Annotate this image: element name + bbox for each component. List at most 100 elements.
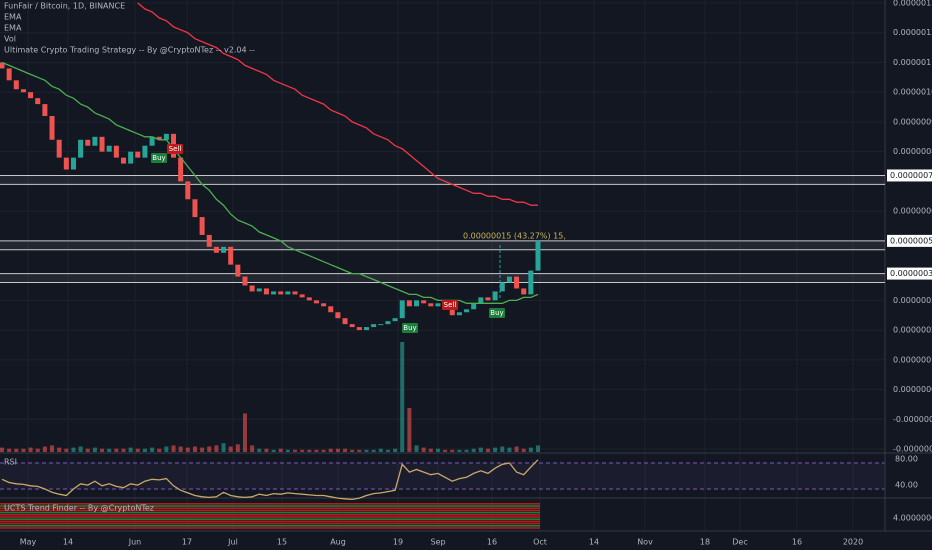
candle [163, 133, 169, 140]
signal-label: Sell [444, 301, 457, 309]
candle [99, 136, 105, 152]
candle [263, 288, 269, 295]
volume-bar [0, 447, 4, 452]
candle [249, 285, 255, 292]
legend-entry: EMA [4, 24, 22, 33]
trend-stripe [0, 503, 540, 505]
x-tick-label: Dec [732, 538, 747, 547]
x-tick-label: Jun [128, 538, 142, 547]
candle [142, 145, 148, 158]
candle [292, 291, 298, 295]
candle [285, 291, 291, 295]
grid [0, 0, 885, 531]
candle [149, 136, 155, 146]
candle [106, 145, 112, 152]
volume-bar [328, 448, 333, 452]
price-label-box [887, 234, 932, 247]
candle [478, 297, 484, 304]
volume-bar [71, 447, 76, 452]
volume-bar [14, 448, 19, 452]
volume-bar [307, 449, 312, 452]
candle [178, 157, 184, 182]
trend-stripe [0, 520, 540, 523]
trend-stripe [0, 518, 540, 520]
candle [399, 300, 405, 319]
volume-bar [485, 448, 490, 452]
price-label-box [887, 267, 932, 280]
volume-bar [135, 448, 140, 452]
candle [371, 324, 377, 328]
volume-bar [350, 449, 355, 452]
x-tick-label: 17 [182, 538, 192, 547]
volume-bar [357, 449, 362, 452]
candle [235, 264, 241, 277]
trend-stripe [0, 509, 540, 512]
x-tick-label: Sep [430, 538, 445, 547]
volume-bar [478, 447, 483, 452]
candle [385, 321, 391, 325]
trend-stripe [0, 511, 540, 514]
volume-bar [428, 448, 433, 452]
ema-line [137, 2, 538, 206]
signal-box [489, 308, 505, 318]
x-tick-label: 2020 [843, 538, 863, 547]
candle [278, 291, 284, 295]
volume-bar [321, 449, 326, 452]
volume-bar [514, 446, 519, 452]
candle [156, 136, 162, 140]
candle [349, 324, 355, 328]
y-tick-label: 0.00000120 [893, 28, 932, 37]
candle [35, 98, 41, 105]
candle [356, 327, 362, 331]
signal-box [442, 300, 458, 310]
x-tick-label: Jul [227, 538, 238, 547]
candle [392, 318, 398, 322]
x-tick-label: 14 [63, 538, 73, 547]
volume-bar [121, 448, 126, 452]
candle [221, 246, 227, 253]
candle [335, 312, 341, 319]
candle [363, 327, 369, 331]
trend-pane [0, 503, 540, 529]
x-tick-label: 15 [277, 538, 287, 547]
signal-label: Sell [169, 145, 182, 153]
trend-stripe [0, 505, 540, 507]
volume-bar [64, 448, 69, 452]
candle [499, 282, 505, 292]
chart-title: FunFair / Bitcoin, 1D, BINANCE [4, 2, 125, 11]
candle [492, 291, 498, 301]
price-label: 0.00000039 [890, 269, 932, 278]
volume-bar [7, 448, 12, 452]
trend-stripe [0, 525, 540, 527]
candle [306, 297, 312, 301]
volume-bar [371, 449, 376, 452]
legend-entry: Vol [4, 35, 16, 44]
volume-bar [364, 449, 369, 452]
volume-bar [78, 446, 83, 452]
signal-label: Buy [403, 324, 416, 332]
candle [63, 157, 69, 170]
volume-bar [207, 446, 212, 452]
candle [428, 303, 434, 307]
candle [78, 139, 84, 158]
volume-bar [407, 408, 412, 452]
volume-bar [443, 449, 448, 452]
y-tick-label: -0.00000010 [893, 415, 932, 424]
volume-bar [300, 449, 305, 452]
volume-bar [128, 447, 133, 452]
candle [485, 297, 491, 301]
trend-title: UCTS Trend Finder -- By @CryptoNTez [4, 504, 154, 513]
candle [113, 145, 119, 158]
volume-bar [464, 449, 469, 452]
volume-bar [185, 447, 190, 452]
x-tick-label: May [20, 538, 37, 547]
candle [199, 217, 205, 235]
candle [521, 288, 527, 295]
candle [213, 246, 219, 253]
volume-bar [150, 447, 155, 452]
candle [506, 276, 512, 283]
x-tick-label: Aug [330, 538, 346, 547]
